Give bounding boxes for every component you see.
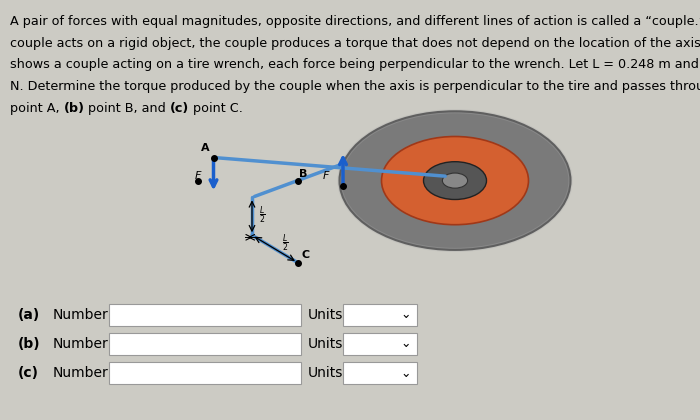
Text: ⌄: ⌄ (400, 367, 411, 380)
Circle shape (382, 136, 528, 225)
Text: $\frac{L}{2}$: $\frac{L}{2}$ (282, 233, 289, 255)
Text: Number: Number (52, 366, 108, 381)
Text: B: B (299, 168, 307, 178)
Text: ⌄: ⌄ (400, 308, 411, 321)
Text: F: F (195, 171, 202, 181)
Text: $\frac{L}{2}$: $\frac{L}{2}$ (259, 205, 266, 226)
Text: Number: Number (52, 337, 108, 351)
Text: point A,: point A, (10, 102, 64, 115)
Circle shape (340, 111, 570, 250)
Text: Units: Units (308, 337, 344, 351)
Text: Units: Units (308, 307, 344, 322)
Text: A pair of forces with equal magnitudes, opposite directions, and different lines: A pair of forces with equal magnitudes, … (10, 15, 700, 28)
Text: F: F (322, 171, 329, 181)
Text: A: A (201, 143, 209, 153)
Text: (c): (c) (170, 102, 190, 115)
Text: ⌄: ⌄ (400, 338, 411, 350)
FancyBboxPatch shape (108, 362, 301, 384)
Text: point B, and: point B, and (85, 102, 170, 115)
Text: shows a couple acting on a tire wrench, each force being perpendicular to the wr: shows a couple acting on a tire wrench, … (10, 58, 700, 71)
FancyBboxPatch shape (343, 362, 416, 384)
Text: Units: Units (308, 366, 344, 381)
Circle shape (424, 162, 486, 200)
FancyBboxPatch shape (343, 304, 416, 326)
Text: Number: Number (52, 307, 108, 322)
Text: N. Determine the torque produced by the couple when the axis is perpendicular to: N. Determine the torque produced by the … (10, 80, 700, 93)
FancyBboxPatch shape (343, 333, 416, 355)
Text: (c): (c) (18, 366, 38, 381)
Text: (b): (b) (64, 102, 85, 115)
Text: (a): (a) (18, 307, 40, 322)
FancyBboxPatch shape (108, 304, 301, 326)
Text: C: C (302, 250, 310, 260)
Text: (b): (b) (18, 337, 40, 351)
Circle shape (442, 173, 468, 188)
Text: point C.: point C. (190, 102, 244, 115)
Text: couple acts on a rigid object, the couple produces a torque that does not depend: couple acts on a rigid object, the coupl… (10, 37, 700, 50)
FancyBboxPatch shape (108, 333, 301, 355)
